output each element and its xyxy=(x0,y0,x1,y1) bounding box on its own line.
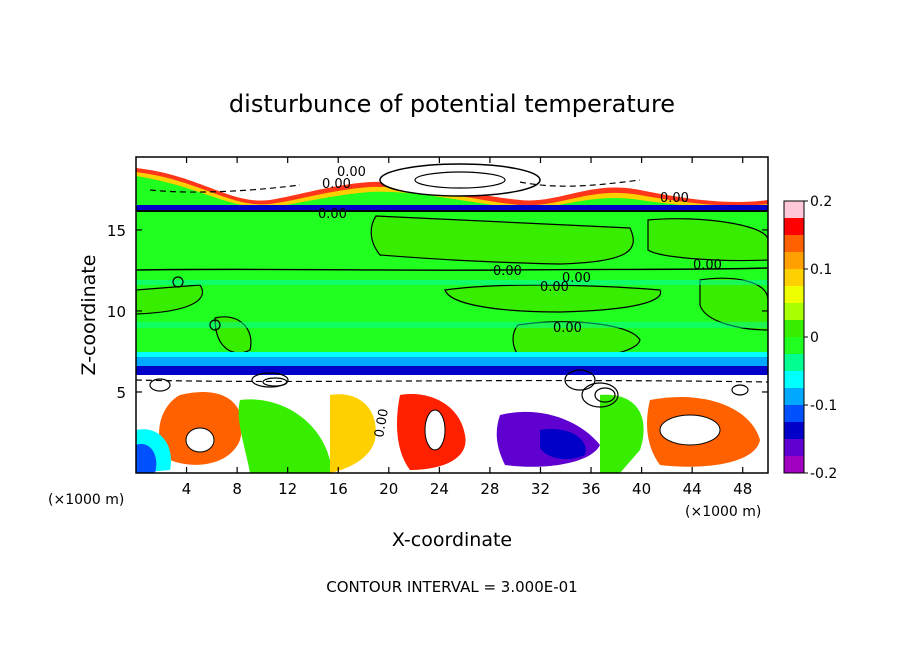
x-tick-label: 12 xyxy=(278,480,297,498)
chart-title: disturbunce of potential temperature xyxy=(229,90,675,118)
colorbar-swatch xyxy=(784,235,804,253)
lower-green-2 xyxy=(600,394,644,473)
dashed-contour-3 xyxy=(519,179,641,187)
x-unit-right: (×1000 m) xyxy=(685,504,761,520)
contour-label: 0.00 xyxy=(493,264,522,279)
lower-blue-2 xyxy=(136,444,157,473)
patch-7 xyxy=(214,316,252,354)
x-tick-label: 32 xyxy=(531,480,550,498)
colorbar-tick-label: 0.1 xyxy=(810,262,832,278)
cyan-band xyxy=(136,352,768,357)
lower-yellow-1 xyxy=(330,394,376,473)
colorbar-ticks: 0.2 0.1 0 -0.1 -0.2 xyxy=(804,194,837,482)
x-tick-label: 48 xyxy=(733,480,752,498)
layer-line xyxy=(136,210,768,212)
x-tick-label: 36 xyxy=(581,480,600,498)
contour-label: 0.00 xyxy=(660,191,689,206)
colorbar-tick-label: -0.2 xyxy=(810,466,837,482)
colorbar-swatch xyxy=(784,201,804,219)
y-tick-label: 15 xyxy=(107,222,126,240)
colorbar-swatch xyxy=(784,371,804,389)
colorbar-tick-label: 0.2 xyxy=(810,194,832,210)
x-unit-left: (×1000 m) xyxy=(48,492,124,508)
dashed-contour-1 xyxy=(136,379,768,383)
x-tick-label: 16 xyxy=(329,480,348,498)
contour-labels: 0.00 0.00 0.00 0.00 0.00 0.00 0.00 0.00 … xyxy=(318,165,722,439)
footer: CONTOUR INTERVAL = 3.000E-01 xyxy=(326,578,577,596)
lower-cell-3 xyxy=(424,409,446,451)
contour-label: 0.00 xyxy=(540,280,569,295)
colorbar xyxy=(784,201,804,474)
contour-cluster xyxy=(149,276,749,408)
plot-frame xyxy=(135,156,769,474)
contour-label: 0.00 xyxy=(322,177,351,192)
lower-cell-2 xyxy=(659,414,721,446)
colorbar-swatch xyxy=(784,303,804,321)
x-tick-label: 40 xyxy=(632,480,651,498)
plot-area: 0.00 0.00 0.00 0.00 0.00 0.00 0.00 0.00 … xyxy=(136,157,768,473)
colorbar-swatch xyxy=(784,252,804,270)
upper-band-green xyxy=(136,176,768,212)
colorbar-swatch xyxy=(784,286,804,304)
navy-band xyxy=(136,366,768,375)
colorbar-tick-label: 0 xyxy=(810,330,819,346)
contour-label: 0.00 xyxy=(318,207,347,222)
x-tick-label: 44 xyxy=(683,480,702,498)
colorbar-swatch xyxy=(784,422,804,440)
x-axis-label: X-coordinate xyxy=(392,529,512,551)
x-tick-label: 28 xyxy=(480,480,499,498)
colorbar-tick-label: -0.1 xyxy=(810,398,837,414)
colorbar-swatch xyxy=(784,218,804,236)
colorbar-swatch xyxy=(784,320,804,338)
cyan-stripe-2 xyxy=(136,322,768,328)
colorbar-swatch xyxy=(784,439,804,457)
x-axis: 4 8 12 16 20 24 28 32 36 40 44 48 xyxy=(182,157,752,498)
colorbar-swatch xyxy=(784,456,804,474)
contour-label: 0.00 xyxy=(553,321,582,336)
contour-label: 0.00 xyxy=(372,408,392,439)
cyan-stripe xyxy=(136,280,768,285)
upper-cell-inner xyxy=(414,171,506,189)
patch-5 xyxy=(136,284,203,315)
patch-3 xyxy=(444,284,662,313)
y-tick-label: 10 xyxy=(107,303,126,321)
contour-label: 0.00 xyxy=(337,165,366,180)
x-tick-label: 24 xyxy=(430,480,449,498)
lower-green-1 xyxy=(238,399,330,473)
x-tick-label: 20 xyxy=(379,480,398,498)
x-tick-label: 4 xyxy=(182,480,192,498)
dashed-contour-2 xyxy=(149,184,301,193)
colorbar-swatch xyxy=(784,354,804,372)
colorbar-swatch xyxy=(784,388,804,406)
upper-cell xyxy=(379,163,541,197)
contour-label: 0.00 xyxy=(693,258,722,273)
colorbar-swatch xyxy=(784,269,804,287)
contour-label: 0.00 xyxy=(562,271,591,286)
contour-line-1 xyxy=(136,267,768,271)
y-axis: 5 10 15 xyxy=(107,222,768,402)
colorbar-swatch xyxy=(784,337,804,355)
y-tick-label: 5 xyxy=(116,384,126,402)
lower-blue xyxy=(540,429,586,460)
x-tick-label: 8 xyxy=(232,480,242,498)
patch-1 xyxy=(370,215,634,265)
colorbar-swatch xyxy=(784,405,804,423)
lower-cell-1 xyxy=(185,427,215,453)
y-axis-label: Z-coordinate xyxy=(78,255,100,376)
patch-6 xyxy=(699,277,768,331)
patch-2 xyxy=(647,218,768,262)
